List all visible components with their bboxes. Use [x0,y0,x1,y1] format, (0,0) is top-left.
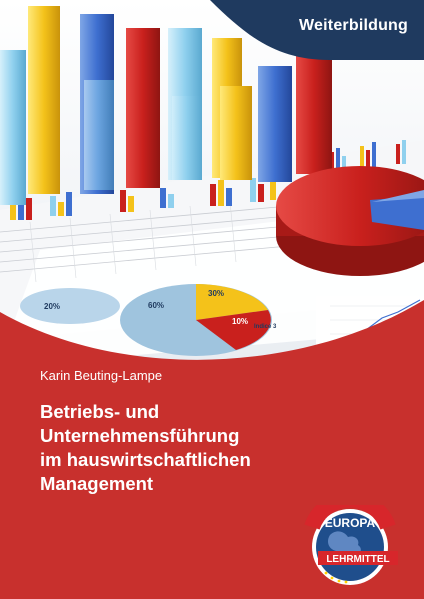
photo-callout-label: Indice 3 [254,324,277,330]
photo-pie-label-b: 30% [208,289,224,298]
europa-lehrmittel-logo: EUROPA LEHRMITTEL [304,505,398,585]
series-banner [210,0,424,60]
book-title: Betriebs- und Unternehmensführung im hau… [40,400,340,496]
logo-word-lehrmittel: LEHRMITTEL [326,554,389,565]
photo-pie-label-d: 20% [44,302,60,311]
title-line-4: Management [40,473,154,494]
logo-word-europa: EUROPA [325,516,376,530]
photo-pie-label-c: 10% [232,317,248,326]
photo-pie-label-a: 60% [148,301,164,310]
cover-photo-charts: 60% 30% 10% 20% Indice 3 [0,0,424,360]
title-line-2: Unternehmensführung [40,425,240,446]
title-line-1: Betriebs- und [40,401,160,422]
title-line-3: im hauswirtschaftlichen [40,449,251,470]
series-label: Weiterbildung [299,17,408,34]
author-name: Karin Beuting-Lampe [40,368,163,383]
